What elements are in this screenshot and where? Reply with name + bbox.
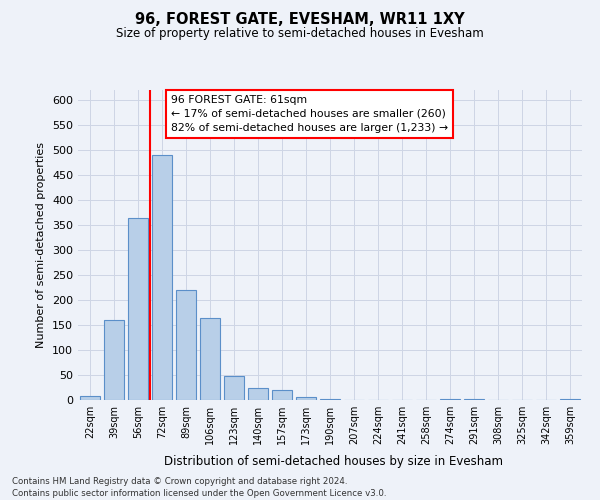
Bar [224,376,244,400]
Bar [248,388,268,400]
Bar [272,390,292,400]
Bar [464,399,484,400]
Text: Contains HM Land Registry data © Crown copyright and database right 2024.
Contai: Contains HM Land Registry data © Crown c… [12,476,386,498]
Bar [128,218,148,400]
Bar [80,396,100,400]
Text: Distribution of semi-detached houses by size in Evesham: Distribution of semi-detached houses by … [164,454,503,468]
Text: 96 FOREST GATE: 61sqm
← 17% of semi-detached houses are smaller (260)
82% of sem: 96 FOREST GATE: 61sqm ← 17% of semi-deta… [171,94,448,132]
Text: 96, FOREST GATE, EVESHAM, WR11 1XY: 96, FOREST GATE, EVESHAM, WR11 1XY [135,12,465,28]
Bar [296,396,316,400]
Bar [152,155,172,400]
Y-axis label: Number of semi-detached properties: Number of semi-detached properties [37,142,46,348]
Bar [200,318,220,400]
Bar [176,290,196,400]
Bar [440,399,460,400]
Bar [560,399,580,400]
Text: Size of property relative to semi-detached houses in Evesham: Size of property relative to semi-detach… [116,28,484,40]
Bar [104,320,124,400]
Bar [320,399,340,400]
